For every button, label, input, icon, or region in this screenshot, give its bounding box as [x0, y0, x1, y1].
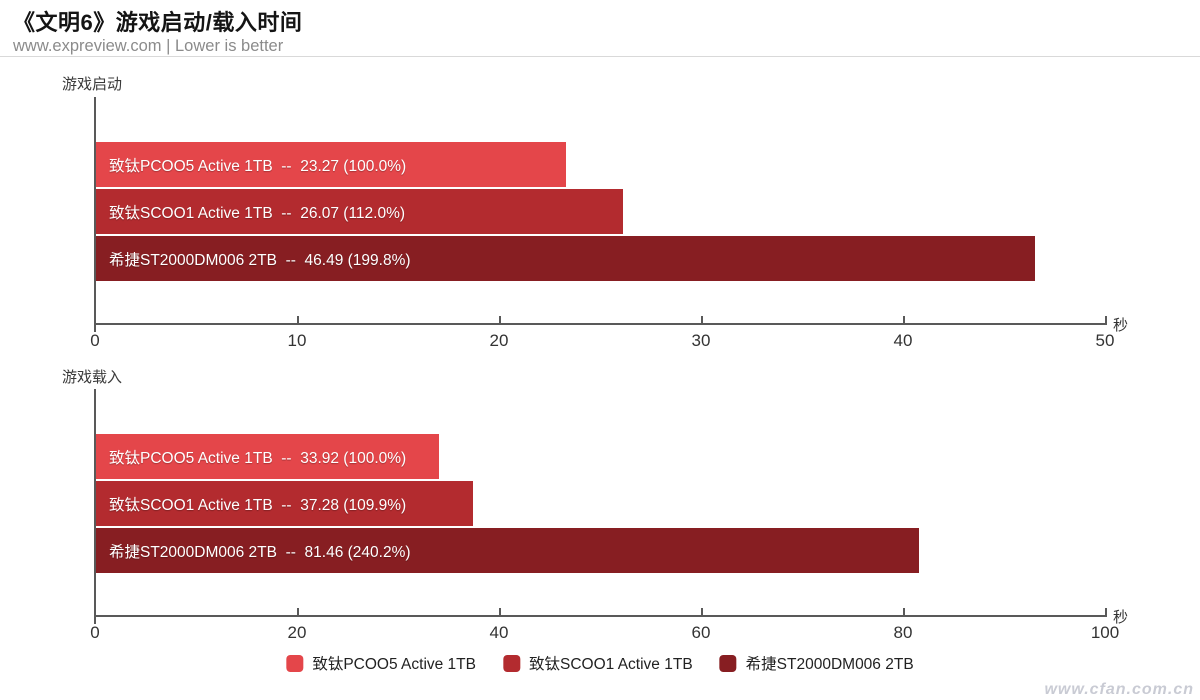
bar-value-label: 致钛PCOO5 Active 1TB -- 33.92 (100.0%)	[109, 449, 407, 467]
axis-tick-label: 20	[489, 331, 509, 350]
axis-tick-label: 30	[691, 331, 711, 350]
axis-end-tick	[1105, 608, 1107, 617]
axis-tick-label: 0	[90, 623, 100, 642]
axis-end-tick	[1105, 316, 1107, 325]
axis-tick	[903, 608, 905, 615]
axis-tick-label: 40	[893, 331, 913, 350]
legend: 致钛PCOO5 Active 1TB 致钛SCOO1 Active 1TB 希捷ST…	[286, 652, 914, 674]
bar-value-label: 致钛SCOO1 Active 1TB -- 26.07 (112.0%)	[109, 204, 406, 222]
axis-tick	[297, 316, 299, 323]
y-axis-line	[94, 389, 96, 624]
bar-2: 致钛SCOO1 Active 1TB -- 26.07 (112.0%)	[96, 189, 623, 234]
axis-unit-label: 秒	[1113, 317, 1129, 334]
legend-label: 致钛PCOO5 Active 1TB	[312, 656, 476, 673]
axis-tick	[903, 316, 905, 323]
axis-tick-label: 20	[287, 623, 307, 642]
axis-tick-label: 10	[287, 331, 307, 350]
axis-tick-label: 50	[1095, 331, 1115, 350]
legend-item: 致钛SCOO1 Active 1TB	[503, 652, 693, 674]
bar-1: 致钛PCOO5 Active 1TB -- 33.92 (100.0%)	[96, 434, 439, 479]
axis-tick-label: 0	[90, 331, 100, 350]
page-title: 《文明6》游戏启动/载入时间	[13, 10, 303, 35]
axis-tick	[1105, 316, 1107, 323]
axis-tick	[701, 608, 703, 615]
x-axis-line	[94, 323, 1107, 325]
bar-2: 致钛SCOO1 Active 1TB -- 37.28 (109.9%)	[96, 481, 473, 526]
axis-tick-label: 60	[691, 623, 711, 642]
axis-tick	[1105, 608, 1107, 615]
watermark: www.cfan.com.cn	[1044, 681, 1194, 698]
page-subtitle: www.expreview.com | Lower is better	[13, 37, 284, 55]
axis-tick	[701, 316, 703, 323]
legend-item: 希捷ST2000DM006 2TB	[719, 652, 914, 674]
legend-label: 希捷ST2000DM006 2TB	[745, 656, 914, 673]
bar-3: 希捷ST2000DM006 2TB -- 46.49 (199.8%)	[96, 236, 1035, 281]
axis-tick	[499, 608, 501, 615]
bar-value-label: 希捷ST2000DM006 2TB -- 81.46 (240.2%)	[109, 543, 411, 561]
axis-tick	[499, 316, 501, 323]
header-divider	[0, 56, 1200, 57]
axis-unit-label: 秒	[1113, 609, 1129, 626]
axis-tick-label: 40	[489, 623, 509, 642]
section-label-loading: 游戏载入	[62, 369, 123, 386]
axis-tick-label: 80	[893, 623, 913, 642]
legend-swatch-icon	[286, 654, 304, 672]
legend-label: 致钛SCOO1 Active 1TB	[529, 656, 693, 673]
bar-1: 致钛PCOO5 Active 1TB -- 23.27 (100.0%)	[96, 142, 566, 187]
bar-value-label: 致钛SCOO1 Active 1TB -- 37.28 (109.9%)	[109, 496, 407, 514]
bar-value-label: 希捷ST2000DM006 2TB -- 46.49 (199.8%)	[109, 251, 411, 269]
legend-swatch-icon	[503, 654, 520, 672]
legend-swatch-icon	[719, 654, 737, 672]
section-label-startup: 游戏启动	[62, 76, 123, 93]
x-axis-line	[94, 615, 1107, 617]
bar-value-label: 致钛PCOO5 Active 1TB -- 23.27 (100.0%)	[109, 157, 407, 175]
axis-tick	[297, 608, 299, 615]
y-axis-line	[94, 97, 96, 332]
legend-item: 致钛PCOO5 Active 1TB	[286, 652, 476, 674]
axis-tick-label: 100	[1090, 623, 1120, 642]
bar-3: 希捷ST2000DM006 2TB -- 81.46 (240.2%)	[96, 528, 919, 573]
